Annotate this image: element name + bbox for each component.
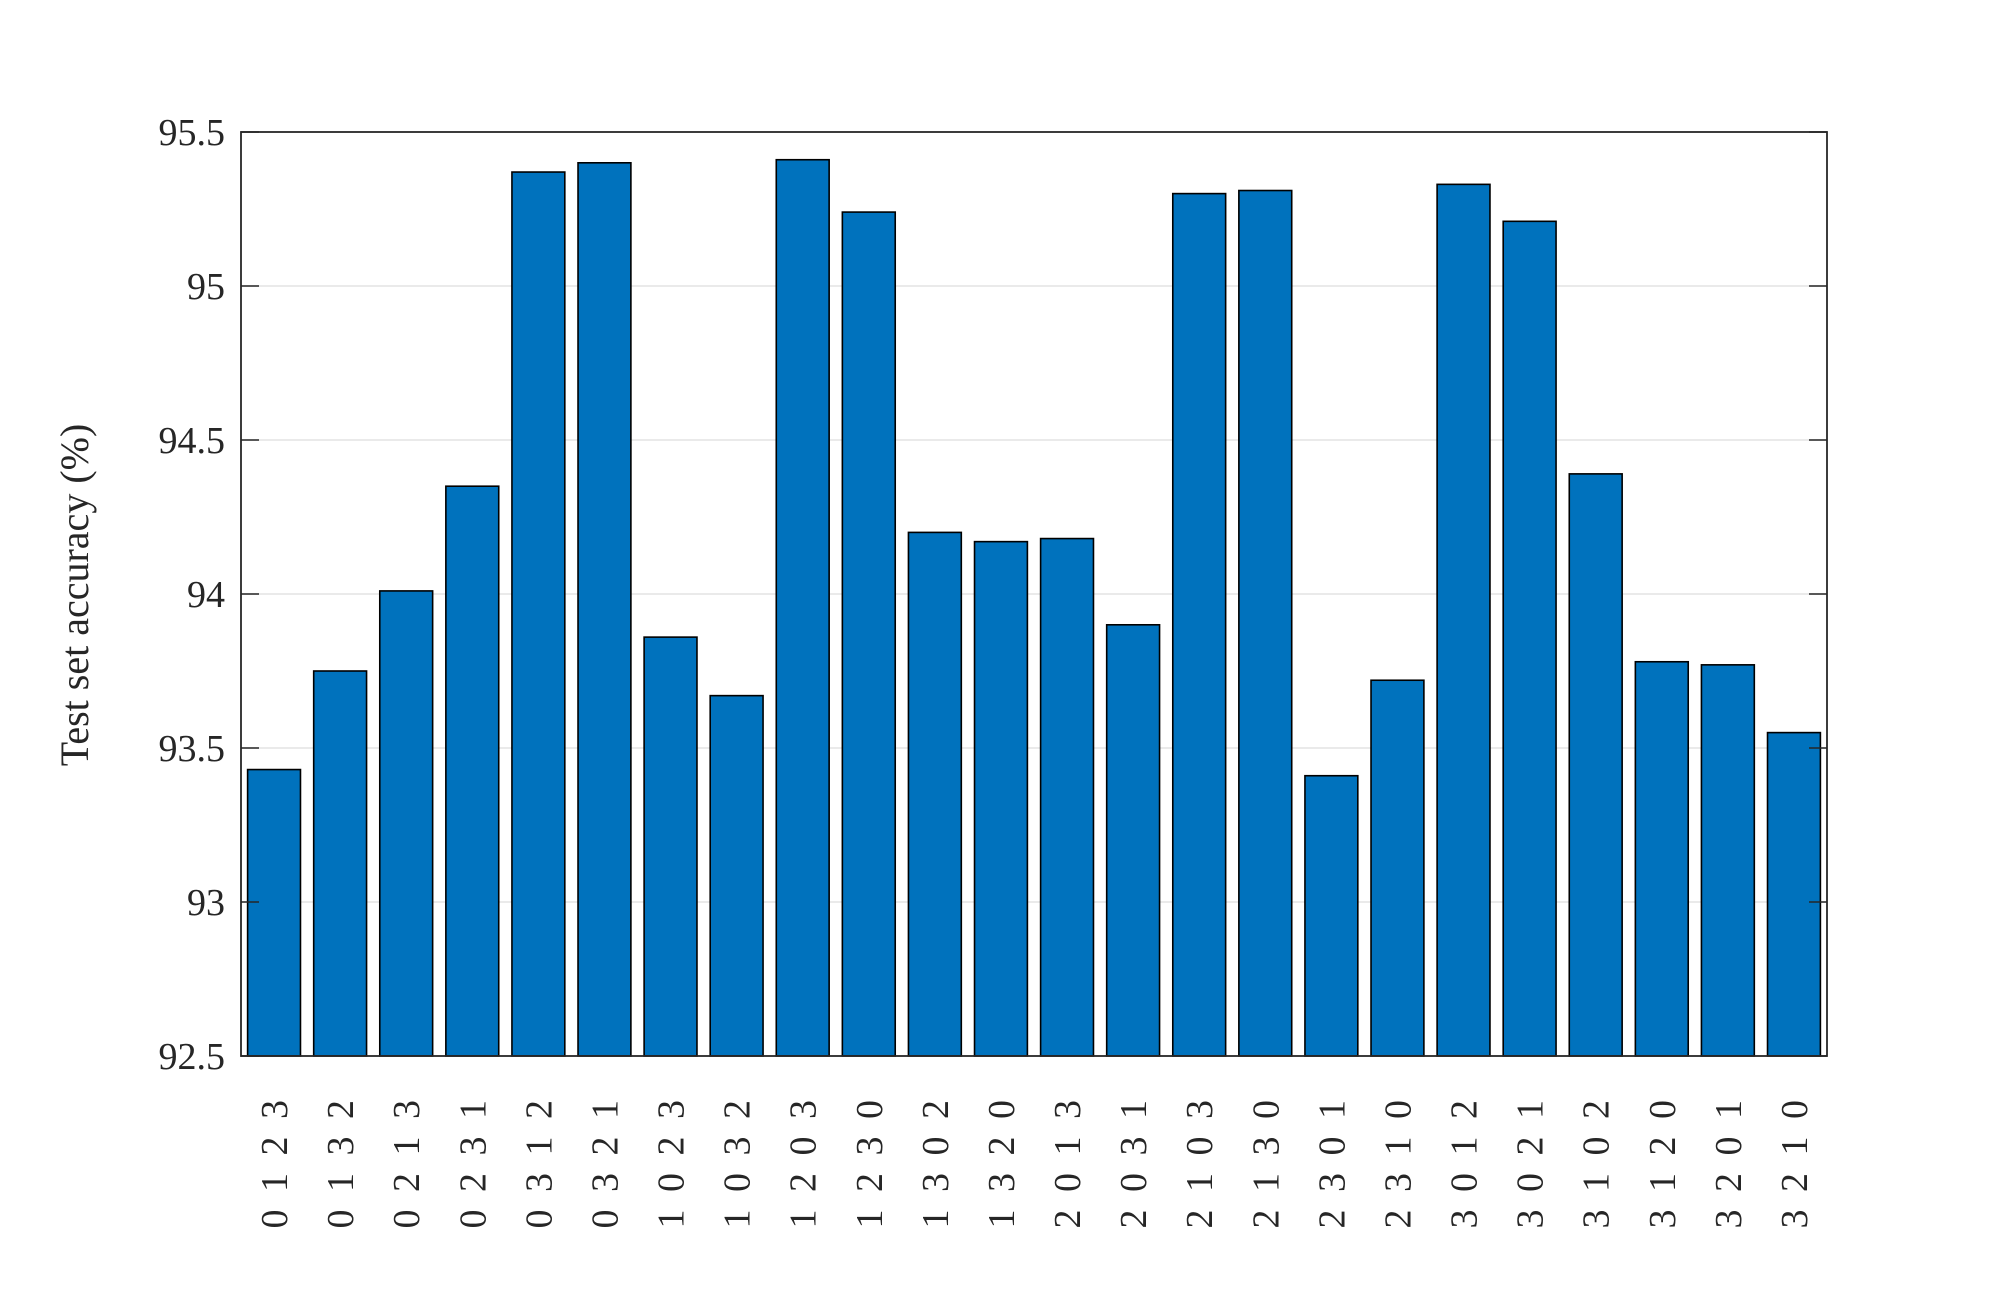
x-tick-label: 1 0 3 2 [717, 1096, 759, 1229]
x-tick-label: 0 2 1 3 [386, 1096, 428, 1229]
bar-1-2-3-0 [841, 211, 897, 1057]
bar-1-0-2-3 [643, 636, 698, 1057]
y-tick-label: 93 [187, 882, 225, 924]
bar-2-1-3-0 [1238, 189, 1293, 1057]
y-tick-label: 95 [187, 266, 225, 308]
plot-frame [240, 131, 1828, 1057]
x-tick-label: 1 3 0 2 [915, 1096, 957, 1229]
bar-2-3-0-1 [1304, 774, 1359, 1057]
bar-1-3-0-2 [907, 531, 963, 1057]
x-tick-label: 0 2 3 1 [452, 1096, 494, 1229]
bar-3-0-1-2 [1436, 183, 1491, 1057]
x-tick-label: 1 0 2 3 [651, 1096, 693, 1229]
bar-1-0-3-2 [709, 694, 764, 1057]
x-tick-label: 2 0 3 1 [1113, 1096, 1155, 1229]
bar-0-1-3-2 [312, 670, 368, 1057]
bar-2-0-1-3 [1039, 537, 1095, 1057]
x-tick-label: 3 2 0 1 [1708, 1096, 1750, 1229]
bar-0-2-1-3 [378, 590, 434, 1057]
y-tick-label: 93.5 [159, 728, 226, 770]
x-tick-label: 2 1 0 3 [1179, 1096, 1221, 1229]
bar-1-3-2-0 [973, 540, 1029, 1057]
x-tick-label: 3 0 1 2 [1444, 1096, 1486, 1229]
x-tick-label: 1 2 3 0 [849, 1096, 891, 1229]
bar-0-3-2-1 [577, 162, 632, 1057]
x-tick-label: 3 1 2 0 [1642, 1096, 1684, 1229]
x-tick-label: 0 1 2 3 [254, 1096, 296, 1229]
x-tick-label: 2 3 0 1 [1311, 1096, 1353, 1229]
bar-2-3-1-0 [1370, 679, 1425, 1057]
x-tick-label: 0 3 2 1 [584, 1096, 626, 1229]
x-tick-label: 1 2 0 3 [783, 1096, 825, 1229]
bar-3-2-1-0 [1766, 731, 1822, 1057]
y-tick-label: 94 [187, 574, 225, 616]
bars [246, 158, 1822, 1057]
bar-2-0-3-1 [1105, 623, 1161, 1057]
y-tick-label: 92.5 [159, 1036, 226, 1078]
y-axis-label: Test set accuracy (%) [52, 424, 97, 767]
x-tick-label: 3 2 1 0 [1774, 1096, 1816, 1229]
bar-0-2-3-1 [445, 485, 500, 1057]
x-tick-label: 3 0 2 1 [1510, 1096, 1552, 1229]
bar-1-2-0-3 [775, 158, 830, 1057]
bar-0-3-1-2 [511, 171, 566, 1057]
y-tick-label: 95.5 [159, 112, 226, 154]
x-tick-label: 2 3 1 0 [1377, 1096, 1419, 1229]
bar-3-1-2-0 [1634, 660, 1690, 1057]
x-tick-label: 2 1 3 0 [1245, 1096, 1287, 1229]
x-tick-label: 0 3 1 2 [518, 1096, 560, 1229]
bar-3-2-0-1 [1700, 664, 1756, 1057]
y-tick-label: 94.5 [159, 420, 226, 462]
x-tick-label: 2 0 1 3 [1047, 1096, 1089, 1229]
y-tick-labels: 92.5 93 93.5 94 94.5 95 95.5 [159, 112, 226, 1078]
grid-lines [241, 285, 1827, 903]
bar-0-1-2-3 [246, 768, 302, 1057]
x-tick-label: 1 3 2 0 [981, 1096, 1023, 1229]
x-tick-labels: 0 1 2 3 0 1 3 2 0 2 1 3 0 2 3 1 0 3 1 2 0 3 2… [254, 1096, 1816, 1229]
x-tick-label: 0 1 3 2 [320, 1096, 362, 1229]
axes [240, 131, 1828, 1057]
bar-2-1-0-3 [1171, 192, 1227, 1057]
bar-3-1-0-2 [1568, 473, 1623, 1057]
x-tick-label: 3 1 0 2 [1576, 1096, 1618, 1229]
bar-3-0-2-1 [1502, 220, 1557, 1057]
